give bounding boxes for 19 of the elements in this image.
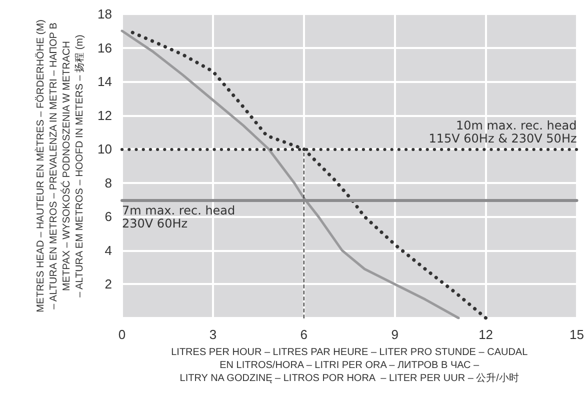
y-tick-label: 10 [98,142,112,157]
x-axis-title: LITRES PER HOUR – LITRES PAR HEURE – LITER PRO STUNDE – CAUDAL EN LITROS/HORA – LITRI PER ORA – ЛИТРОВ В ЧАС – LITRY NA GODZINĘ – LITROS POR HORA – LITER PER UUR – 公升/小时 [171,346,528,384]
x-tick-label: 6 [300,327,308,342]
y-tick-label: 18 [98,6,112,22]
y-tick-label: 6 [104,209,112,224]
ref-line-label: 10m max. rec. head 115V 60Hz & 230V 50Hz [428,118,577,146]
x-tick-label: 3 [209,327,217,342]
y-tick-label: 8 [104,175,112,190]
y-tick-label: 12 [98,108,112,123]
x-tick-label: 0 [118,327,126,342]
x-tick-label: 12 [478,327,494,342]
ref-line-label: 7m max. rec. head 230V 60Hz [122,203,236,230]
y-axis-title: METRES HEAD – HAUTEUR EN MÈTRES – FÖRDERHÖHE (M) – ALTURA EN METROS – PREVALENZA IN METRI – НАПОР В МЕТРАХ – WYSOKOŚĆ PODNOSZENIA W METRACH – ALTURA EM METROS – HOOFD IN METERS – 扬程 (m) [34,20,86,312]
y-tick-label: 4 [104,242,112,258]
x-tick-label: 15 [570,327,584,342]
y-tick-label: 14 [98,74,112,90]
y-tick-label: 16 [98,40,112,56]
y-tick-label: 2 [104,276,112,292]
x-tick-label: 9 [391,327,398,342]
